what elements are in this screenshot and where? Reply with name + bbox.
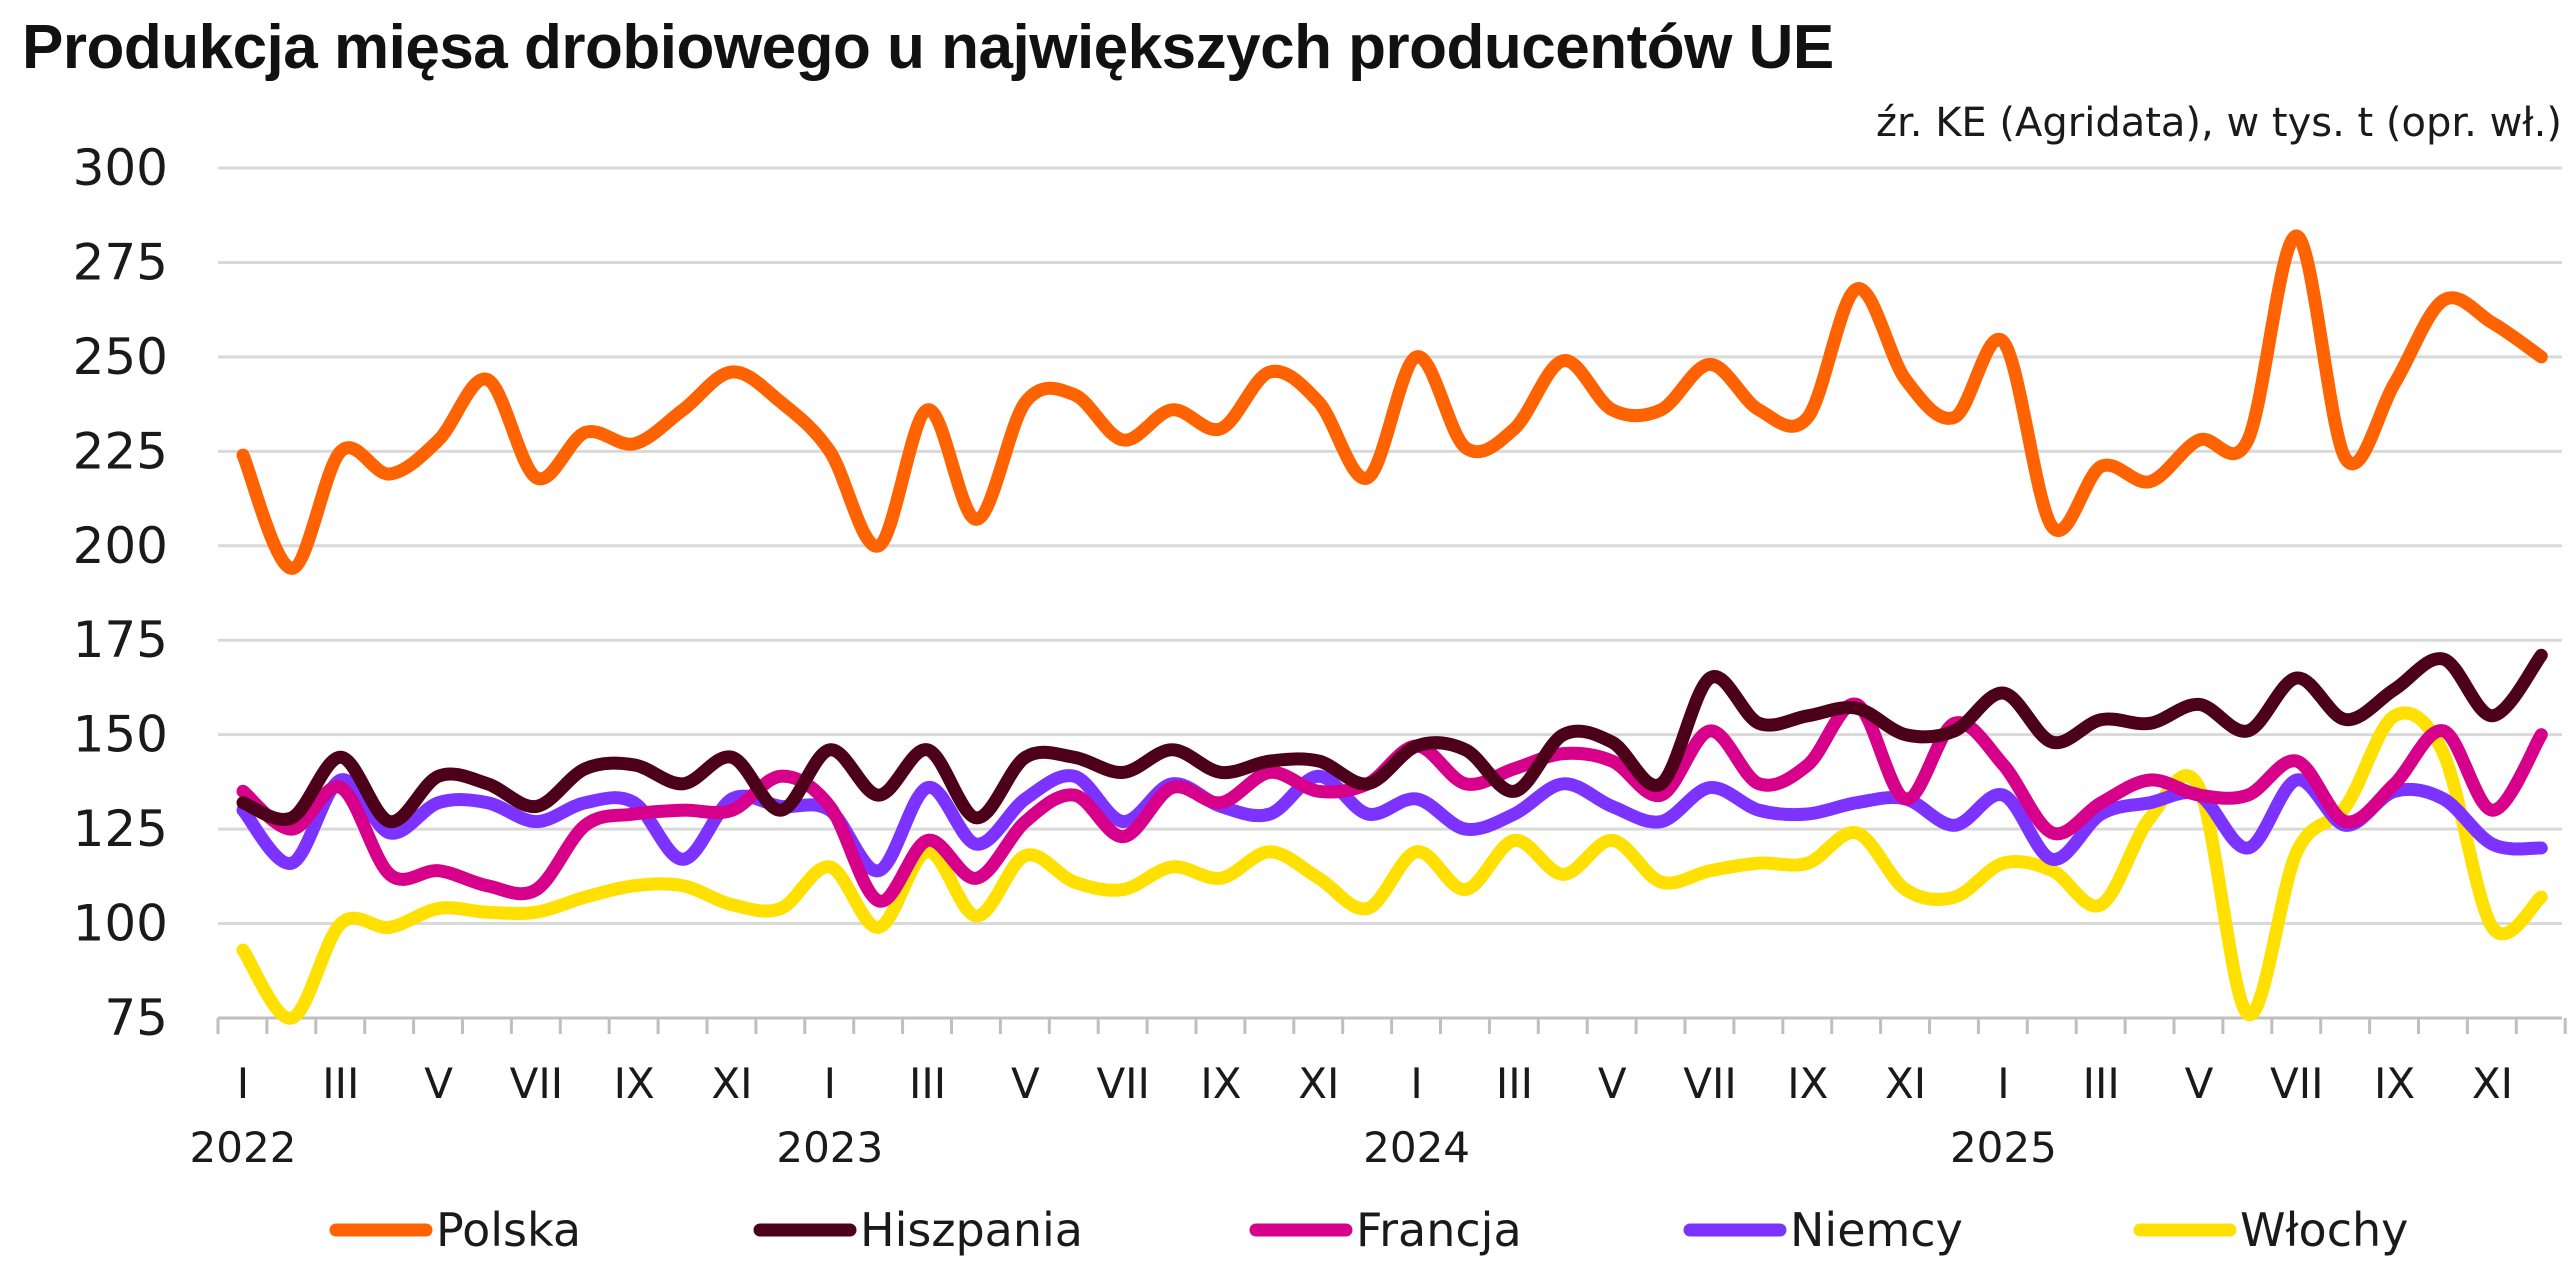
year-label: 2025 — [1950, 1123, 2057, 1172]
x-tick-label: VII — [2270, 1059, 2324, 1108]
year-label: 2023 — [776, 1123, 883, 1172]
legend-label: Hiszpania — [860, 1203, 1083, 1257]
x-tick-label: IX — [2374, 1059, 2415, 1108]
x-tick-label: VII — [510, 1059, 564, 1108]
source-note: źr. KE (Agridata), w tys. t (opr. wł.) — [1876, 100, 2562, 146]
series-line-niemcy — [236, 769, 2548, 878]
y-tick-label: 225 — [73, 422, 168, 480]
x-tick-label: V — [1011, 1059, 1040, 1108]
y-tick-label: 175 — [73, 611, 168, 669]
series-line-hiszpania — [236, 648, 2548, 829]
legend: Polska Hiszpania Francja Niemcy Włochy — [329, 1203, 2408, 1257]
y-tick-label: 100 — [73, 895, 168, 953]
chart-title: Produkcja mięsa drobiowego u największyc… — [22, 13, 1834, 82]
x-tick-label: V — [2185, 1059, 2214, 1108]
gridlines — [218, 166, 2562, 1020]
y-tick-label: 300 — [73, 139, 168, 197]
x-tick-label: I — [1997, 1059, 2009, 1108]
x-tick-label: V — [1598, 1059, 1627, 1108]
x-tick-label: III — [909, 1059, 946, 1108]
series-line-polska — [236, 229, 2548, 575]
y-tick-label: 250 — [73, 328, 168, 386]
year-label: 2024 — [1363, 1123, 1470, 1172]
x-tick-label: III — [2083, 1059, 2120, 1108]
x-tick-label: XI — [2472, 1059, 2513, 1108]
x-tick-label: VII — [1683, 1059, 1737, 1108]
y-tick-label: 75 — [104, 989, 168, 1047]
x-axis: I III V VII IX XI I III V VII IX XI I III V VII IX XI I III… — [190, 1016, 2567, 1172]
year-label: 2022 — [190, 1123, 297, 1172]
series-line-wochy — [236, 706, 2548, 1025]
x-tick-label: IX — [1787, 1059, 1828, 1108]
x-tick-label: III — [1496, 1059, 1533, 1108]
x-tick-label: V — [424, 1059, 453, 1108]
x-tick-label: IX — [1200, 1059, 1241, 1108]
x-tick-label: IX — [614, 1059, 655, 1108]
legend-label: Włochy — [2240, 1203, 2408, 1257]
x-tick-label: I — [824, 1059, 836, 1108]
legend-label: Polska — [436, 1203, 581, 1257]
x-tick-label: III — [322, 1059, 359, 1108]
series-lines — [236, 229, 2548, 1025]
y-tick-label: 125 — [73, 800, 168, 858]
y-tick-label: 275 — [73, 233, 168, 291]
x-tick-label: I — [1410, 1059, 1422, 1108]
legend-label: Niemcy — [1790, 1203, 1963, 1257]
legend-label: Francja — [1356, 1203, 1522, 1257]
y-tick-label: 200 — [73, 517, 168, 575]
x-tick-label: I — [237, 1059, 249, 1108]
x-tick-label: VII — [1096, 1059, 1150, 1108]
x-tick-label: XI — [1885, 1059, 1926, 1108]
y-tick-label: 150 — [73, 706, 168, 764]
y-axis: 75 100 125 150 175 200 225 250 275 300 — [73, 139, 168, 1047]
x-tick-label: XI — [711, 1059, 752, 1108]
x-tick-label: XI — [1298, 1059, 1339, 1108]
